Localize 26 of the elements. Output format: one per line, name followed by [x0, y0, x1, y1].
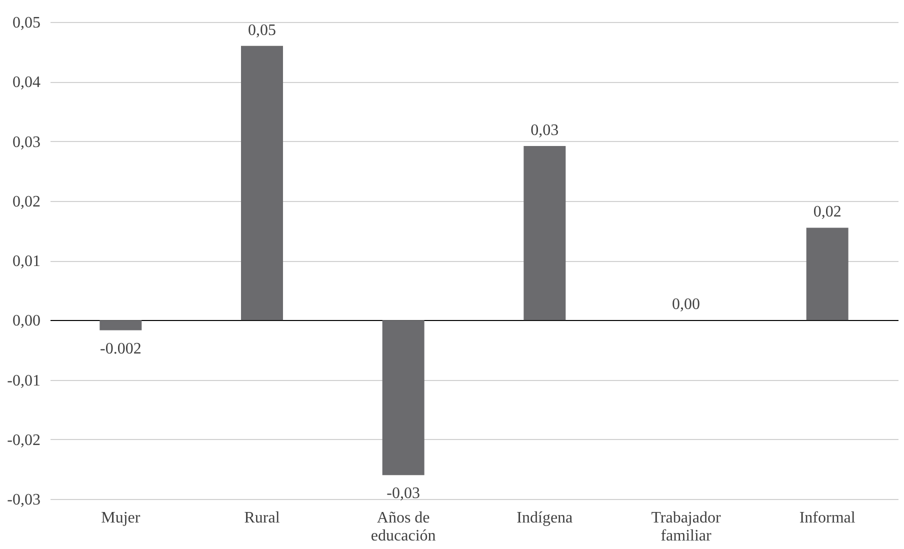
- data-label: -0,03: [386, 485, 420, 502]
- bar: [100, 320, 142, 330]
- y-tick-label: 0,00: [12, 312, 40, 330]
- x-tick-label: Años de educación: [370, 510, 436, 544]
- bar: [382, 320, 424, 476]
- bar: [806, 228, 848, 320]
- x-tick-label: Trabajador familiar: [651, 510, 722, 544]
- bar: [524, 146, 566, 320]
- x-tick-label: Mujer: [101, 510, 141, 526]
- data-label: 0,03: [530, 122, 559, 140]
- x-tick-label: Indígena: [516, 510, 573, 526]
- y-tick-label: 0,05: [12, 14, 40, 32]
- y-tick-label: -0,03: [7, 492, 40, 508]
- y-tick-label: 0,04: [12, 74, 40, 92]
- y-tick-label: 0,03: [12, 134, 40, 151]
- y-tick-label: 0,02: [12, 193, 40, 210]
- data-label: 0,02: [813, 204, 842, 221]
- data-label: -0.002: [100, 340, 142, 358]
- x-tick-label: Informal: [799, 510, 856, 526]
- y-tick-label: 0,01: [12, 253, 40, 270]
- data-label: 0,00: [672, 296, 700, 314]
- bar: [241, 46, 283, 320]
- data-label: 0,05: [248, 22, 276, 39]
- y-tick-label: -0,01: [7, 372, 40, 390]
- x-tick-label: Rural: [244, 510, 280, 526]
- y-tick-label: -0,02: [7, 432, 40, 449]
